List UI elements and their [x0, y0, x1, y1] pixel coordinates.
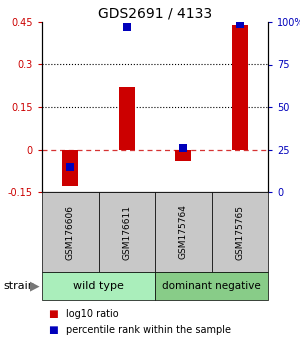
Text: GSM176611: GSM176611: [122, 205, 131, 259]
Text: log10 ratio: log10 ratio: [66, 309, 118, 319]
Text: GSM175764: GSM175764: [179, 205, 188, 259]
Title: GDS2691 / 4133: GDS2691 / 4133: [98, 7, 212, 21]
Text: ■: ■: [48, 309, 58, 319]
Bar: [175, 149, 191, 161]
Text: dominant negative: dominant negative: [162, 281, 261, 291]
Text: ▶: ▶: [30, 280, 39, 292]
Text: GSM175765: GSM175765: [235, 205, 244, 259]
Point: [181, 145, 186, 151]
Text: percentile rank within the sample: percentile rank within the sample: [66, 325, 231, 335]
Text: wild type: wild type: [73, 281, 124, 291]
Point: [124, 24, 129, 30]
Point: [68, 164, 73, 169]
Bar: [119, 87, 135, 149]
Text: strain: strain: [3, 281, 35, 291]
Point: [237, 21, 242, 27]
Bar: [232, 25, 248, 149]
Bar: [62, 149, 78, 186]
Text: GSM176606: GSM176606: [66, 205, 75, 259]
Text: ■: ■: [48, 325, 58, 335]
